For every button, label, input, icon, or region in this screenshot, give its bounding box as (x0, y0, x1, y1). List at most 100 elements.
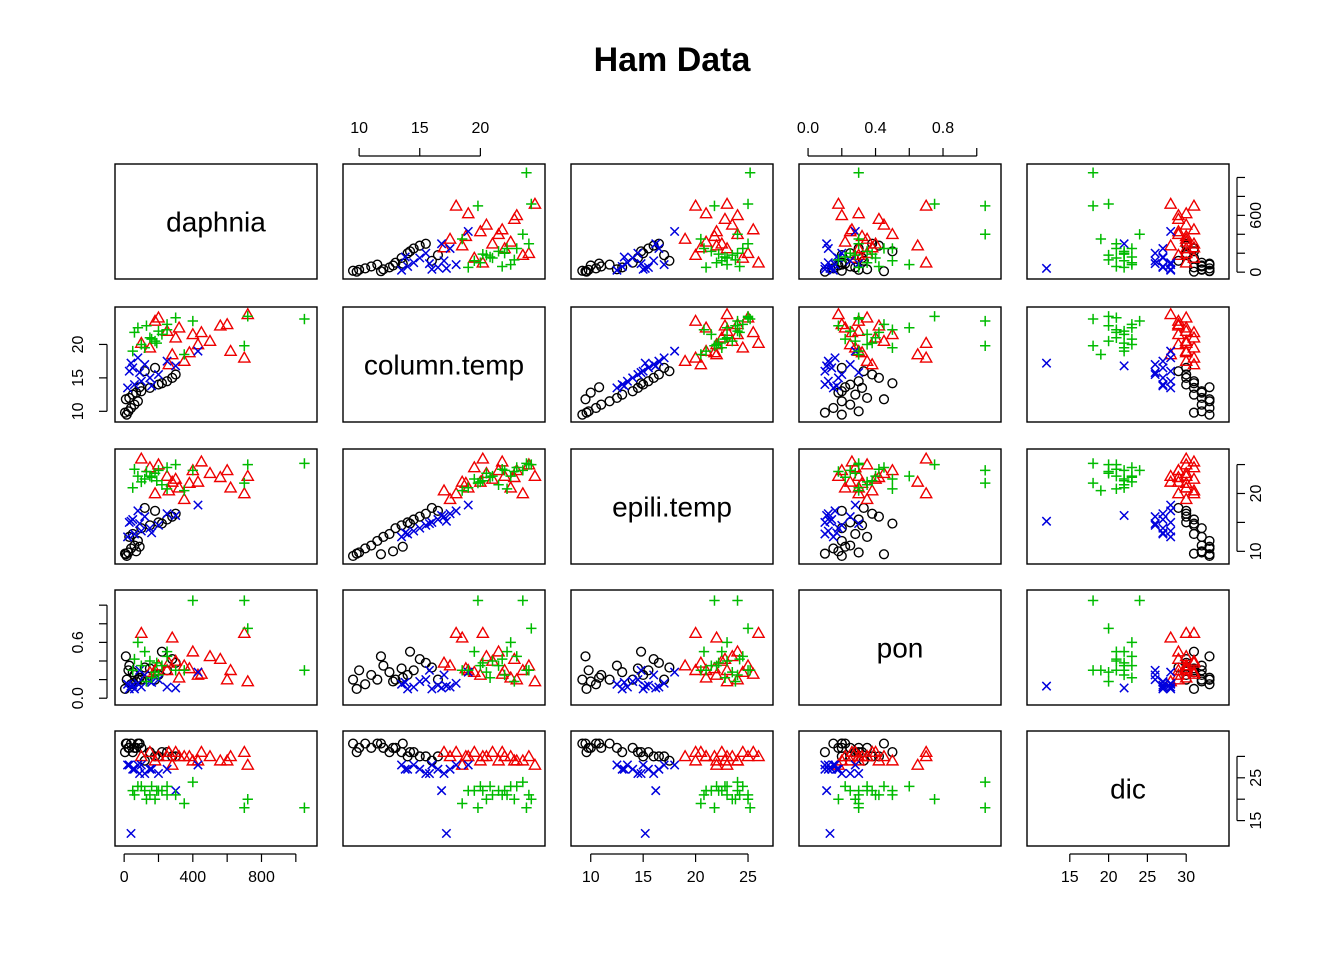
data-point-g1-10 (730, 753, 745, 766)
data-point-g0-2 (360, 543, 371, 554)
tick-label: 20 (70, 335, 87, 353)
data-point-g0-14 (426, 502, 437, 514)
data-point-g0-15 (1181, 505, 1192, 516)
data-point-g2-3 (145, 373, 155, 383)
data-point-g1-11 (699, 234, 713, 247)
data-point-g2-14 (170, 361, 181, 371)
right-axis-daphnia: 0 600 (1236, 176, 1265, 277)
data-point-g0-14 (664, 255, 675, 266)
data-point-g1-11 (503, 480, 518, 493)
data-point-g1-14 (1187, 483, 1201, 496)
data-point-g0-13 (653, 751, 664, 762)
data-point-g2-4 (633, 768, 643, 779)
data-point-g2-7 (439, 511, 449, 522)
data-point-g1-9 (877, 334, 891, 346)
data-point-g0-1 (583, 665, 594, 676)
variable-name: daphnia (166, 207, 266, 238)
data-point-g0-12 (873, 511, 885, 522)
data-point-g3-15 (509, 794, 520, 805)
data-point-g3-6 (139, 646, 150, 657)
panel-frame (1026, 163, 1230, 280)
data-point-g1-15 (831, 307, 846, 320)
data-point-g3-13 (484, 781, 496, 792)
data-point-g3-3 (845, 325, 856, 337)
data-point-g2-10 (193, 500, 203, 510)
data-point-g1-19 (872, 753, 886, 766)
data-point-g3-11 (742, 311, 754, 322)
data-point-g1-18 (182, 345, 197, 358)
data-point-g2-9 (133, 506, 143, 516)
data-point-g3-11 (929, 459, 940, 470)
data-point-g3-14 (873, 261, 885, 272)
data-point-g3-18 (698, 243, 710, 254)
data-point-g0-19 (134, 541, 145, 552)
data-point-g3-0 (463, 482, 474, 493)
data-point-g0-3 (845, 540, 856, 551)
data-point-g2-12 (1158, 528, 1168, 538)
data-point-g2-0 (122, 532, 133, 542)
data-point-g2-6 (643, 363, 654, 373)
data-point-g3-1 (861, 339, 873, 350)
data-point-g3-16 (853, 313, 864, 325)
data-point-g3-14 (497, 463, 508, 475)
data-point-g0-17 (120, 549, 131, 560)
data-point-g3-12 (1095, 349, 1107, 360)
data-point-g3-19 (151, 337, 162, 349)
data-point-g1-3 (473, 667, 488, 680)
data-point-g0-17 (878, 266, 890, 277)
panel-daphnia-vs-column.temp (342, 163, 546, 280)
data-point-g2-12 (619, 677, 630, 688)
variable-name: epili.temp (612, 492, 732, 523)
data-point-g0-15 (149, 505, 161, 516)
data-point-g2-13 (1150, 518, 1160, 529)
bottom-axis-epili-temp: 10 15 20 25 (582, 853, 757, 886)
data-point-g3-0 (127, 665, 138, 676)
data-point-g1-12 (910, 757, 925, 770)
data-point-g0-9 (396, 747, 407, 758)
data-point-g3-3 (499, 465, 510, 476)
data-point-g3-16 (853, 802, 864, 813)
data-point-g3-17 (1087, 477, 1099, 489)
data-point-g0-0 (347, 674, 359, 685)
data-point-g1-4 (715, 745, 729, 758)
data-point-g3-4 (1126, 462, 1138, 473)
data-point-g2-14 (436, 239, 447, 249)
data-point-g2-8 (1158, 356, 1168, 366)
data-point-g2-4 (153, 369, 164, 380)
data-point-g0-12 (648, 372, 659, 383)
data-point-g0-4 (1204, 535, 1215, 547)
data-point-g3-16 (1087, 665, 1099, 676)
data-point-g3-13 (1126, 251, 1138, 263)
data-point-g3-13 (719, 672, 731, 683)
data-point-g1-18 (707, 229, 722, 242)
data-point-g3-10 (517, 229, 529, 240)
data-point-g3-10 (1134, 315, 1145, 327)
data-point-g3-17 (709, 200, 720, 212)
data-point-g3-14 (497, 653, 508, 665)
data-point-g3-10 (517, 776, 529, 788)
data-point-g3-6 (139, 342, 150, 353)
data-point-g2-3 (415, 764, 425, 774)
data-point-g2-10 (850, 500, 861, 510)
data-point-g1-13 (688, 753, 703, 766)
data-point-g0-17 (878, 549, 890, 560)
tick-label: 10 (1248, 542, 1265, 560)
data-point-g2-14 (1119, 361, 1129, 371)
data-point-g0-4 (836, 396, 847, 407)
data-point-g2-2 (1165, 682, 1176, 692)
data-point-g3-11 (526, 198, 537, 210)
data-point-g0-18 (1196, 260, 1207, 271)
data-point-g3-19 (866, 337, 878, 349)
data-point-g3-11 (526, 623, 537, 634)
data-point-g3-14 (1111, 261, 1122, 272)
data-point-g2-1 (617, 684, 627, 694)
data-point-g0-2 (590, 679, 602, 690)
data-point-g3-7 (850, 335, 861, 347)
data-point-g3-13 (839, 472, 851, 483)
data-point-g3-10 (732, 315, 743, 327)
data-point-g3-15 (141, 466, 152, 477)
data-point-g2-11 (441, 828, 452, 839)
data-point-g1-18 (855, 749, 869, 762)
data-point-g0-12 (414, 511, 425, 522)
data-point-g1-9 (877, 749, 891, 762)
